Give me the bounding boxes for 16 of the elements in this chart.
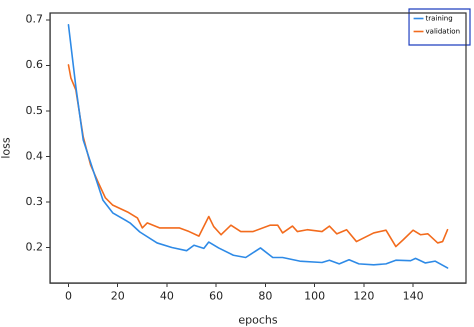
x-tick-label: 60 (209, 289, 224, 302)
x-tick-label: 100 (304, 289, 326, 302)
x-tick-label: 20 (110, 289, 125, 302)
x-axis-title: epochs (238, 313, 278, 326)
x-tick-label: 80 (258, 289, 272, 302)
y-tick-label: 0.2 (26, 240, 43, 254)
x-tick-label: 0 (64, 289, 72, 302)
y-tick-label: 0.3 (26, 194, 43, 208)
y-tick-label: 0.6 (26, 58, 43, 72)
y-tick-label: 0.7 (26, 12, 43, 26)
x-tick-label: 120 (353, 289, 374, 302)
y-axis-title: loss (0, 137, 12, 159)
y-tick-label: 0.4 (26, 149, 43, 162)
x-tick-label: 40 (160, 289, 174, 302)
y-tick-label: 0.5 (26, 104, 43, 117)
x-tick-label: 140 (402, 289, 424, 302)
